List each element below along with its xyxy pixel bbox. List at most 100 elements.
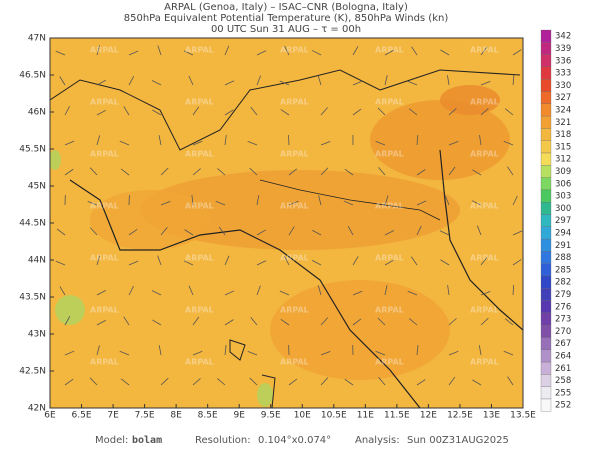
- wind-barb: [192, 140, 203, 146]
- wind-barb: [407, 290, 418, 296]
- watermark: ARPAL: [375, 358, 404, 367]
- colorbar-swatch: [540, 103, 552, 117]
- watermark: ARPAL: [90, 98, 119, 107]
- colorbar-swatch: [540, 214, 552, 227]
- watermark: ARPAL: [90, 358, 119, 367]
- lon-tick-label: 6E: [44, 411, 56, 421]
- lon-tick-label: 9E: [233, 411, 245, 421]
- wind-barb: [55, 50, 66, 56]
- wind-barb: [416, 135, 419, 146]
- lon-tick-label: 8E: [170, 411, 182, 421]
- lon-tick-label: 11.5E: [384, 411, 410, 421]
- colorbar-label: 333: [555, 69, 571, 79]
- wind-barb: [512, 49, 522, 56]
- wind-barb: [480, 108, 489, 116]
- wind-barb: [444, 195, 450, 206]
- wind-barb: [96, 45, 100, 56]
- wind-barb: [224, 290, 235, 296]
- lon-tick-label: 9.5E: [261, 411, 281, 421]
- wind-barb: [87, 201, 98, 206]
- wind-barb: [217, 378, 226, 386]
- watermark: ARPAL: [470, 46, 499, 55]
- wind-barb: [320, 167, 329, 176]
- map-field: ARPAL ARPAL ARPAL ARPAL ARPAL ARPAL ARPAL ARPAL…: [50, 38, 523, 408]
- wind-barb: [119, 140, 130, 146]
- colorbar-label: 309: [555, 167, 571, 177]
- wind-barb: [409, 318, 418, 326]
- wind-barb: [440, 259, 450, 266]
- watermark: ARPAL: [470, 254, 499, 263]
- wind-barb: [96, 319, 106, 326]
- wind-barb: [191, 195, 194, 206]
- wind-barb: [416, 225, 422, 236]
- wind-barb: [288, 134, 290, 146]
- lon-tick-label: 13.5E: [510, 411, 536, 421]
- wind-barb: [416, 379, 426, 386]
- lat-tick-label: 43.5N: [19, 293, 46, 303]
- wind-barb: [64, 105, 71, 116]
- wind-barb: [192, 350, 203, 356]
- wind-barb: [128, 50, 139, 56]
- wind-barb: [480, 290, 491, 296]
- wind-barb: [224, 345, 227, 356]
- wind-barb: [320, 351, 331, 356]
- colorbar-label: 324: [555, 105, 571, 115]
- watermark: ARPAL: [280, 202, 309, 211]
- lon-tick-label: 7E: [107, 411, 119, 421]
- lon-tick-label: 8.5E: [198, 411, 218, 421]
- wind-barb: [411, 256, 418, 266]
- wind-barb: [288, 378, 298, 386]
- wind-barb: [317, 285, 322, 296]
- colorbar-label: 258: [555, 376, 571, 386]
- colorbar-swatch: [540, 275, 552, 289]
- watermark: ARPAL: [90, 150, 119, 159]
- wind-barb: [447, 285, 450, 296]
- wind-barb: [224, 319, 234, 326]
- wind-barb: [218, 226, 226, 236]
- colorbar-swatch: [540, 238, 552, 252]
- wind-barb: [151, 290, 162, 296]
- wind-barb: [416, 200, 427, 206]
- wind-barb: [384, 75, 388, 86]
- wind-barb: [377, 107, 386, 116]
- wind-barb: [512, 284, 515, 296]
- wind-barb: [64, 140, 75, 146]
- colorbar-label: 288: [555, 253, 571, 263]
- wind-barb: [448, 140, 459, 146]
- colorbar-swatch: [540, 79, 552, 92]
- wind-barb: [280, 109, 290, 116]
- colorbar-label: 300: [555, 204, 571, 214]
- wind-barb: [256, 285, 261, 296]
- wind-barb: [512, 75, 515, 86]
- watermark: ARPAL: [90, 202, 119, 211]
- wind-barb: [512, 195, 518, 206]
- wind-barb: [311, 50, 322, 56]
- wind-barb: [160, 227, 168, 236]
- wind-barb: [256, 229, 266, 236]
- watermark: ARPAL: [470, 202, 499, 211]
- wind-barb: [152, 109, 162, 116]
- footer-value: bolam: [132, 435, 162, 446]
- wind-barb: [96, 255, 101, 266]
- footer-label: Resolution:: [195, 435, 251, 446]
- wind-barb: [343, 200, 354, 206]
- watermark: ARPAL: [185, 254, 214, 263]
- lon-tick-label: 12E: [420, 411, 437, 421]
- lat-tick-label: 42.5N: [19, 367, 46, 377]
- wind-barb: [480, 317, 489, 326]
- lon-tick-label: 10.5E: [321, 411, 347, 421]
- lat-tick-label: 44N: [28, 256, 46, 266]
- wind-barb: [384, 195, 389, 206]
- colorbar-swatch: [540, 337, 552, 350]
- wind-barb: [375, 140, 386, 146]
- wind-barb: [89, 167, 98, 176]
- wind-barb: [480, 46, 488, 56]
- wind-barb: [320, 377, 329, 386]
- watermark: ARPAL: [375, 306, 404, 315]
- wind-barb: [352, 108, 362, 116]
- wind-barb: [448, 318, 457, 326]
- lat-tick-label: 42N: [28, 404, 46, 414]
- lat-tick-label: 45.5N: [19, 145, 46, 155]
- wind-barb: [503, 350, 514, 356]
